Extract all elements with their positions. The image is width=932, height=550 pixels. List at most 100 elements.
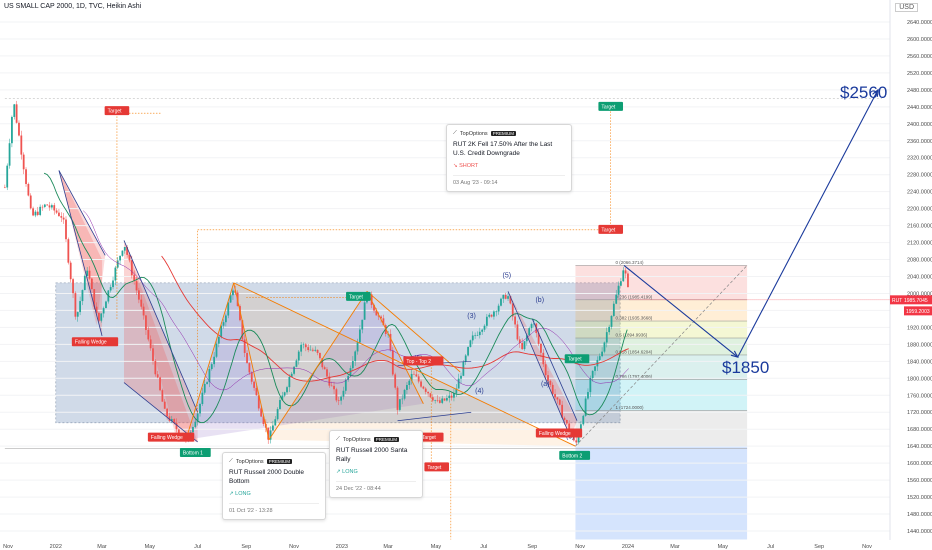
trend-icon: ⟋ <box>229 458 233 464</box>
y-tick-label: 2360.0000 <box>907 139 932 145</box>
target-tag-bg <box>346 291 371 301</box>
candle-body <box>128 254 131 261</box>
candle-body <box>612 303 615 316</box>
candle-body <box>53 205 56 211</box>
candle-body <box>43 204 46 207</box>
candle-body <box>601 351 603 357</box>
candle-body <box>166 408 169 417</box>
x-tick-label: 2024 <box>622 544 634 550</box>
fib-level-label: 0.382 (1935.3668) <box>615 316 652 321</box>
idea-card-short[interactable]: ⟋ TopOptions PREMIUM RUT 2K Fell 17.50% Af… <box>446 124 572 192</box>
candle-body <box>547 375 549 381</box>
candle-body <box>274 419 277 426</box>
target-tag: Target <box>427 465 442 471</box>
forecast-arrow-up <box>737 89 879 358</box>
candle-body <box>239 306 241 321</box>
falling-wedge-2-lower <box>123 240 198 442</box>
y-tick-label: 1440.0000 <box>907 529 932 535</box>
candle-body <box>490 314 493 317</box>
candle-body <box>102 308 105 314</box>
fib-zone <box>575 446 748 540</box>
forecast-label-1850: $1850 <box>722 358 769 377</box>
idea-title: RUT 2K Fell 17.50% After the Last U.S. C… <box>453 141 553 157</box>
idea-date: 03 Aug '23 - 09:14 <box>453 174 565 186</box>
wedge-line <box>507 291 572 438</box>
y-tick-label: 1480.0000 <box>907 512 932 518</box>
x-tick-label: Mar <box>383 544 393 550</box>
fib-level-label: 0.786 (1797.4006) <box>615 374 652 379</box>
candle-body <box>133 275 136 282</box>
candle-body <box>309 349 312 351</box>
candle-body <box>589 377 592 393</box>
candle-body <box>476 335 479 336</box>
fib-zone <box>575 265 748 300</box>
y-tick-label: 2120.0000 <box>907 241 932 247</box>
candle-body <box>119 255 121 261</box>
candle-body <box>100 313 103 321</box>
candle-body <box>617 285 620 295</box>
candle-body <box>76 312 79 317</box>
candle-body <box>424 388 427 392</box>
idea-card-double-bottom[interactable]: ⟋ TopOptions PREMIUM RUT Russell 2000 Doub… <box>222 452 326 520</box>
candle-body <box>565 420 568 424</box>
candle-body <box>25 169 27 184</box>
candle-body <box>587 392 589 399</box>
candle-body <box>243 339 246 353</box>
candle-body <box>509 296 512 304</box>
candle-body <box>260 408 263 417</box>
pattern-tag: Target <box>568 357 583 363</box>
candle-body <box>582 415 585 425</box>
target-tag: Target <box>108 109 123 115</box>
trend-icon: ⟋ <box>453 130 457 136</box>
short-icon: ↘ <box>453 162 460 169</box>
candle-body <box>69 262 72 280</box>
candle-body <box>86 270 89 276</box>
candle-body <box>95 306 98 313</box>
candle-body <box>288 376 291 388</box>
candle-body <box>319 352 321 359</box>
premium-badge: PREMIUM <box>266 459 292 464</box>
candle-body <box>34 211 37 216</box>
candle-body <box>281 395 284 401</box>
candle-body <box>283 392 286 396</box>
idea-card-santa-rally[interactable]: ⟋ TopOptions PREMIUM RUT Russell 2000 Sant… <box>329 430 423 498</box>
pattern-tag-bg <box>71 337 119 347</box>
x-tick-label: Jul <box>194 544 201 550</box>
candle-body <box>471 335 474 341</box>
candle-body <box>161 390 164 402</box>
y-tick-label: 2240.0000 <box>907 190 932 196</box>
currency-badge[interactable]: USD <box>895 3 918 12</box>
candle-body <box>415 374 418 377</box>
target-tag: Target <box>601 227 616 233</box>
candle-body <box>297 351 300 361</box>
idea-brand: TopOptions <box>342 436 371 443</box>
candle-body <box>401 398 404 400</box>
idea-brand: TopOptions <box>235 458 264 465</box>
candle-body <box>356 342 359 352</box>
candle-body <box>293 366 295 374</box>
candle-body <box>199 403 201 414</box>
candle-body <box>450 395 453 398</box>
fib-zone <box>575 321 748 339</box>
candle-body <box>605 332 608 343</box>
candle-body <box>469 340 472 347</box>
candle-body <box>455 388 458 394</box>
candle-body <box>65 219 67 240</box>
candle-body <box>436 400 439 401</box>
candle-body <box>361 319 364 330</box>
falling-wedge-2-area <box>123 240 198 442</box>
y-tick-label: 2400.0000 <box>907 122 932 128</box>
candle-body <box>304 344 307 348</box>
candle-body <box>272 425 274 431</box>
candle-body <box>446 398 448 401</box>
pattern-tag: Bottom 1 <box>183 450 203 456</box>
candle-body <box>373 304 375 311</box>
idea-date: 24 Dec '22 - 08:44 <box>336 480 416 492</box>
idea-title: RUT Russell 2000 Santa Rally <box>336 447 408 463</box>
candle-body <box>60 216 63 218</box>
candle-body <box>67 239 70 263</box>
y-tick-label: 2320.0000 <box>907 156 932 162</box>
candle-body <box>232 290 234 296</box>
candle-body <box>32 208 34 216</box>
